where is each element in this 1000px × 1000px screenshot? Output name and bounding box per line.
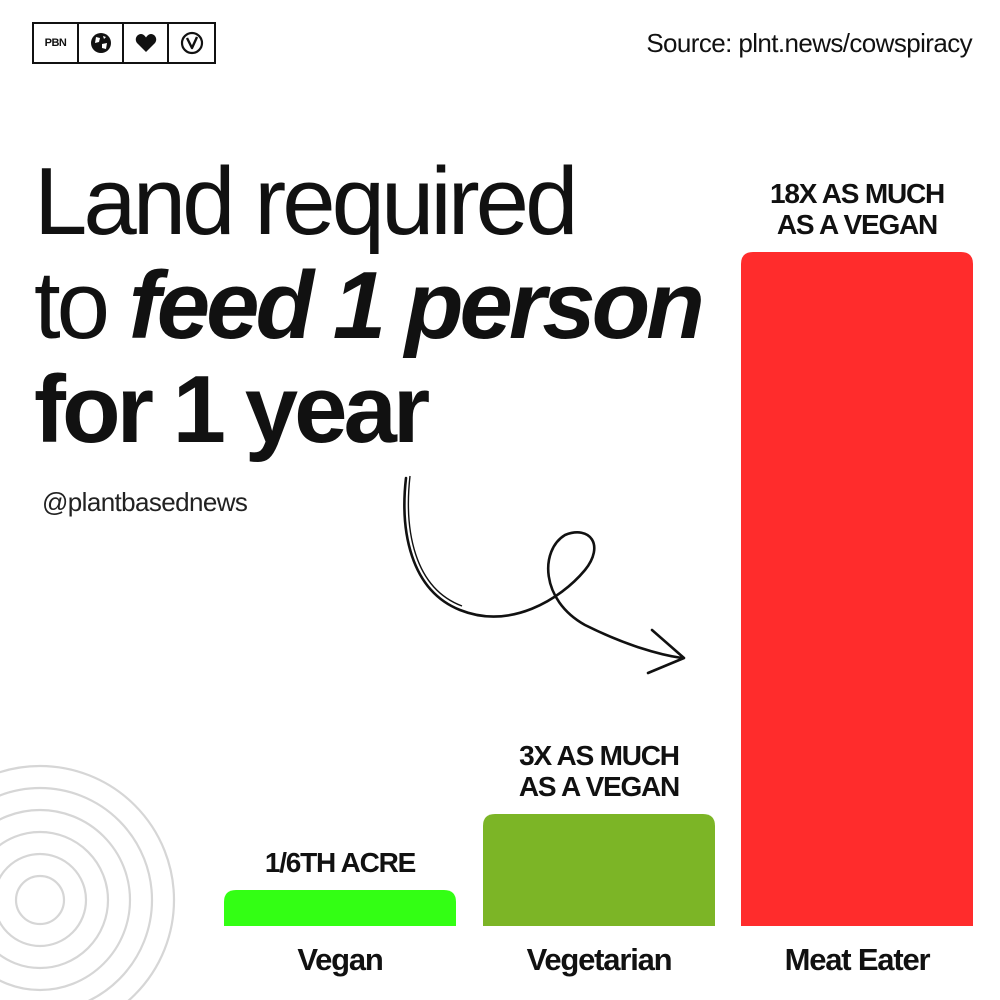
category-label-meat-eater: Meat Eater (785, 942, 931, 977)
category-label-vegetarian: Vegetarian (527, 942, 672, 977)
category-label-vegan: Vegan (297, 942, 383, 977)
bar-meat-eater (741, 252, 973, 926)
page-title: Land required to feed 1 person for 1 yea… (34, 148, 705, 463)
bar-vegetarian (483, 814, 715, 926)
title-line-2-prefix: to (34, 252, 129, 359)
globe-icon (79, 24, 124, 62)
vegan-v-icon (169, 24, 214, 62)
decorative-rings (0, 764, 176, 1000)
heart-icon (124, 24, 169, 62)
data-label-vegetarian-1: 3X AS MUCH (519, 740, 679, 771)
title-line-1: Land required (34, 148, 578, 255)
loop-arrow-icon (403, 475, 686, 675)
title-line-2-emphasis: feed 1 person (128, 252, 705, 359)
source-citation: Source: plnt.news/cowspiracy (646, 28, 972, 58)
bar-vegan (224, 890, 456, 926)
data-label-meat-eater-1: 18X AS MUCH (770, 178, 944, 209)
data-label-vegan-1: 1/6TH ACRE (265, 847, 416, 878)
pbn-logo-icon: PBN (34, 24, 79, 62)
brand-badges: PBN (32, 22, 216, 64)
title-line-3: for 1 year (34, 356, 430, 463)
data-label-vegetarian-2: AS A VEGAN (519, 771, 679, 802)
social-handle: @plantbasednews (42, 487, 248, 517)
data-label-meat-eater-2: AS A VEGAN (777, 209, 937, 240)
